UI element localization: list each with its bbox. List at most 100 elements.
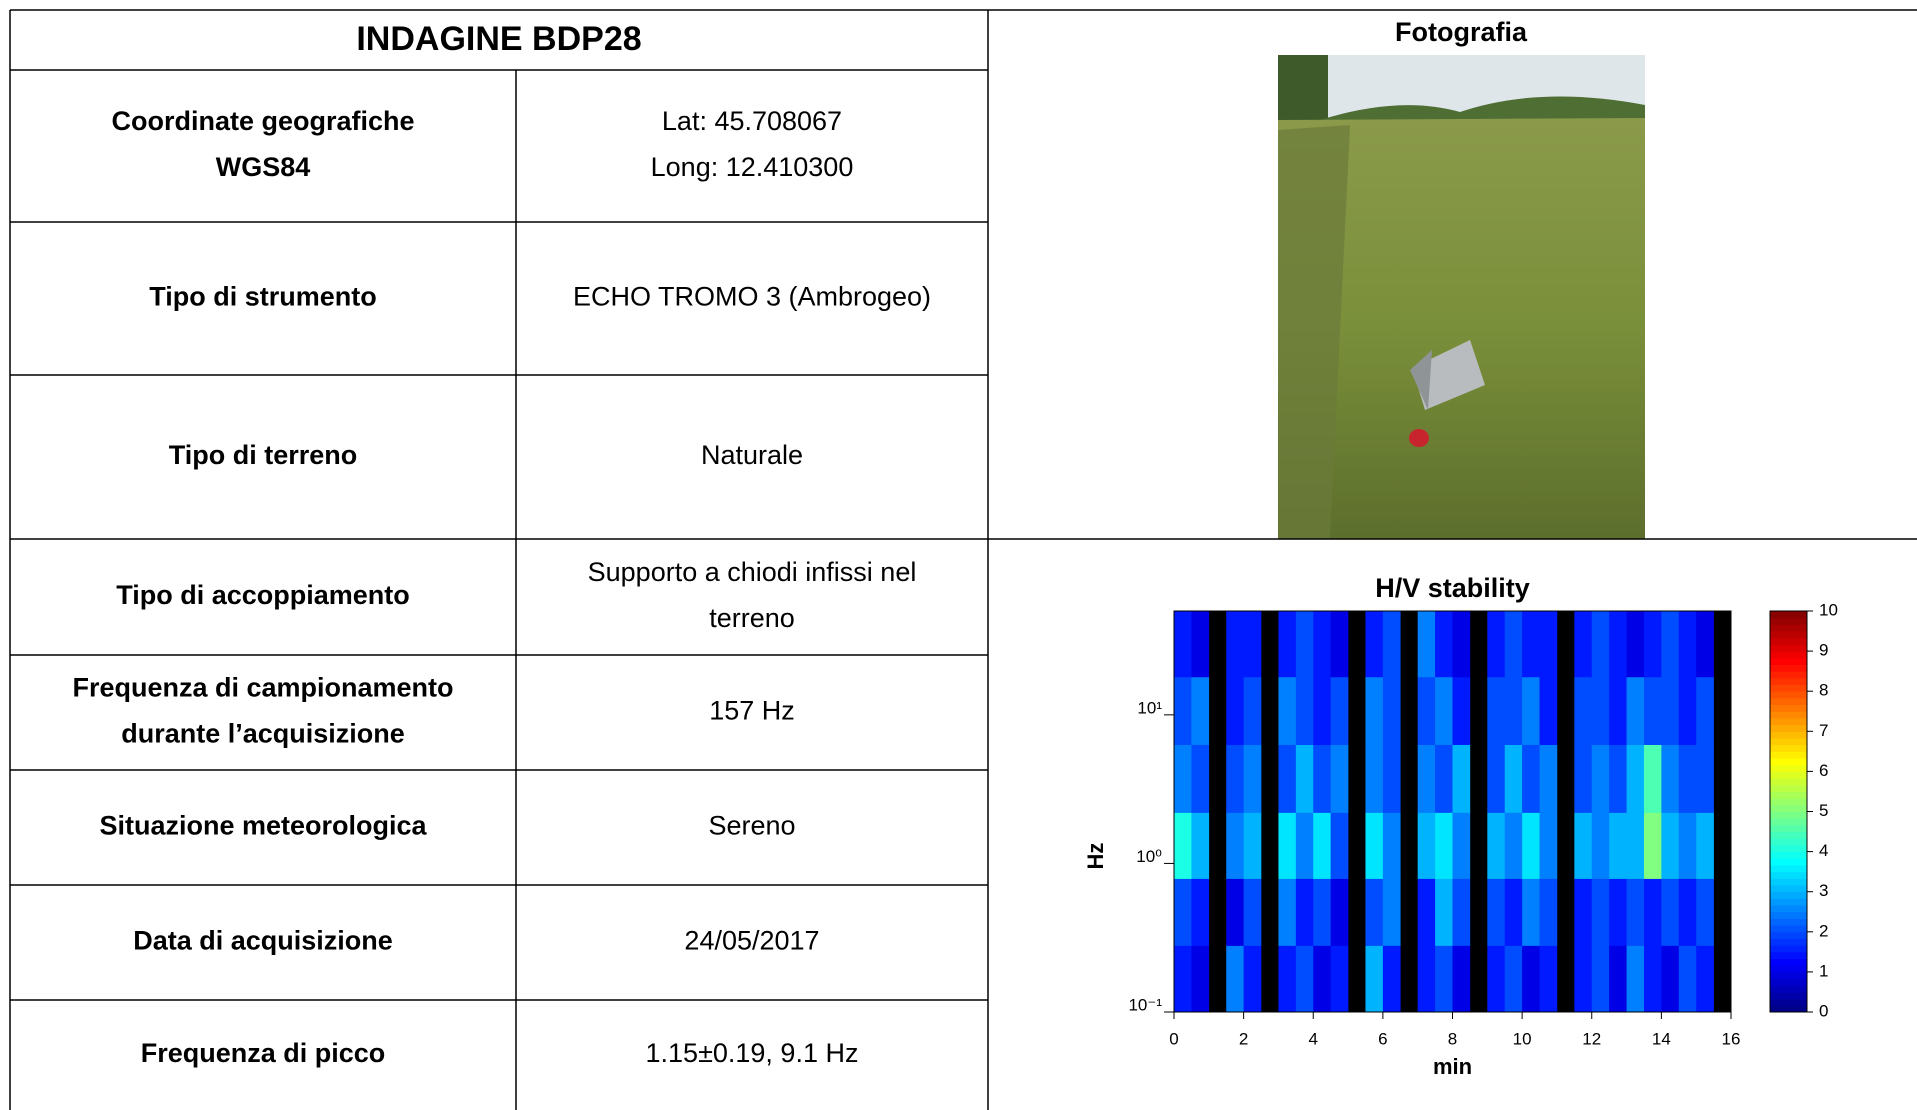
colorbar-segment bbox=[1770, 864, 1807, 873]
heat-cell bbox=[1313, 611, 1331, 678]
colorbar-segment bbox=[1770, 644, 1807, 652]
heat-cell bbox=[1522, 812, 1540, 879]
heat-cell bbox=[1365, 945, 1384, 1013]
table-title: INDAGINE BDP28 bbox=[356, 20, 641, 58]
colorbar-segment bbox=[1770, 938, 1807, 946]
heat-cell bbox=[1330, 744, 1349, 813]
colorbar-segment bbox=[1770, 637, 1807, 645]
colorbar-segment bbox=[1770, 871, 1807, 879]
heat-cell bbox=[1330, 676, 1349, 745]
heat-cell bbox=[1591, 676, 1610, 745]
heat-cell bbox=[1174, 676, 1192, 745]
heat-cell bbox=[1330, 812, 1349, 879]
colorbar-segment bbox=[1770, 885, 1807, 893]
heat-cell bbox=[1678, 744, 1697, 813]
colorbar-segment bbox=[1770, 958, 1807, 966]
heat-cell bbox=[1382, 812, 1401, 879]
heat-cell bbox=[1243, 878, 1262, 946]
colorbar-segment bbox=[1770, 838, 1807, 846]
colorbar-segment bbox=[1770, 771, 1807, 779]
heat-cell bbox=[1243, 676, 1262, 745]
colorbar-segment bbox=[1770, 991, 1807, 1000]
heat-cell bbox=[1191, 611, 1210, 678]
x-tick-label: 0 bbox=[1169, 1029, 1178, 1048]
heat-cell bbox=[1365, 611, 1384, 678]
heat-cell bbox=[1696, 611, 1714, 678]
heat-cell bbox=[1330, 945, 1349, 1013]
heat-cell bbox=[1661, 878, 1680, 946]
y-axis-label: Hz bbox=[1083, 843, 1108, 870]
heat-cell bbox=[1661, 676, 1680, 745]
row-label: Situazione meteorologica bbox=[99, 811, 427, 841]
chart-title: H/V stability bbox=[1375, 573, 1530, 603]
colorbar-segment bbox=[1770, 624, 1807, 632]
heat-cell bbox=[1609, 676, 1627, 745]
heat-cell bbox=[1452, 878, 1471, 946]
row-value: 1.15±0.19, 9.1 Hz bbox=[646, 1038, 859, 1068]
y-tick-label: 10⁻¹ bbox=[1128, 995, 1162, 1014]
heat-cell bbox=[1539, 945, 1558, 1013]
colorbar-segment bbox=[1770, 657, 1807, 665]
photo-title: Fotografia bbox=[1395, 17, 1528, 47]
colorbar-segment bbox=[1770, 671, 1807, 679]
heat-cell bbox=[1487, 945, 1506, 1013]
heat-cell bbox=[1174, 744, 1192, 813]
colorbar-segment bbox=[1770, 791, 1807, 799]
heat-cell bbox=[1574, 878, 1593, 946]
heat-cell bbox=[1522, 676, 1540, 745]
heat-cell bbox=[1278, 611, 1297, 678]
colorbar-segment bbox=[1770, 891, 1807, 899]
heat-cell bbox=[1243, 812, 1262, 879]
row-label: durante l’acquisizione bbox=[121, 719, 405, 749]
heat-cell bbox=[1365, 676, 1384, 745]
heat-cell bbox=[1417, 812, 1436, 879]
row-label: Coordinate geografiche bbox=[111, 106, 414, 136]
colorbar-segment bbox=[1770, 717, 1807, 726]
heat-cell bbox=[1435, 611, 1453, 678]
row-value: Naturale bbox=[701, 440, 803, 470]
heat-cell bbox=[1504, 744, 1523, 813]
colorbar-segment bbox=[1770, 905, 1807, 913]
heat-cell bbox=[1330, 878, 1349, 946]
heat-cell bbox=[1313, 878, 1331, 946]
heat-cell bbox=[1452, 945, 1471, 1013]
heat-cell bbox=[1295, 611, 1314, 678]
colorbar-segment bbox=[1770, 697, 1807, 706]
heat-cell bbox=[1696, 676, 1714, 745]
heat-cell bbox=[1243, 611, 1262, 678]
colorbar-segment bbox=[1770, 758, 1807, 766]
colorbar-tick-label: 2 bbox=[1819, 921, 1828, 940]
heat-cell bbox=[1626, 744, 1645, 813]
heat-cell bbox=[1661, 611, 1680, 678]
heat-cell bbox=[1313, 812, 1331, 879]
heat-cell bbox=[1226, 945, 1244, 1013]
row-value: terreno bbox=[709, 603, 795, 633]
heat-cell bbox=[1226, 611, 1244, 678]
x-axis-label: min bbox=[1433, 1054, 1472, 1079]
heat-cell bbox=[1591, 744, 1610, 813]
colorbar-segment bbox=[1770, 851, 1807, 859]
heat-cell bbox=[1626, 676, 1645, 745]
heat-cell bbox=[1678, 812, 1697, 879]
heat-cell bbox=[1191, 878, 1210, 946]
heat-cell bbox=[1626, 611, 1645, 678]
heat-cell bbox=[1295, 676, 1314, 745]
heat-cell bbox=[1295, 744, 1314, 813]
heat-cell bbox=[1174, 611, 1192, 678]
heat-cell bbox=[1487, 744, 1506, 813]
y-tick-label: 10¹ bbox=[1137, 698, 1162, 717]
heat-cell bbox=[1591, 812, 1610, 879]
row-label: Data di acquisizione bbox=[133, 926, 393, 956]
heat-cell bbox=[1591, 945, 1610, 1013]
row-label: Frequenza di campionamento bbox=[72, 673, 453, 703]
heat-cell bbox=[1678, 611, 1697, 678]
colorbar-segment bbox=[1770, 831, 1807, 839]
colorbar-segment bbox=[1770, 985, 1807, 993]
heat-cell bbox=[1226, 744, 1244, 813]
heat-cell bbox=[1295, 878, 1314, 946]
heat-cell bbox=[1295, 945, 1314, 1013]
heat-cell bbox=[1591, 878, 1610, 946]
heat-cell bbox=[1417, 945, 1436, 1013]
colorbar-segment bbox=[1770, 731, 1807, 739]
colorbar-segment bbox=[1770, 651, 1807, 659]
